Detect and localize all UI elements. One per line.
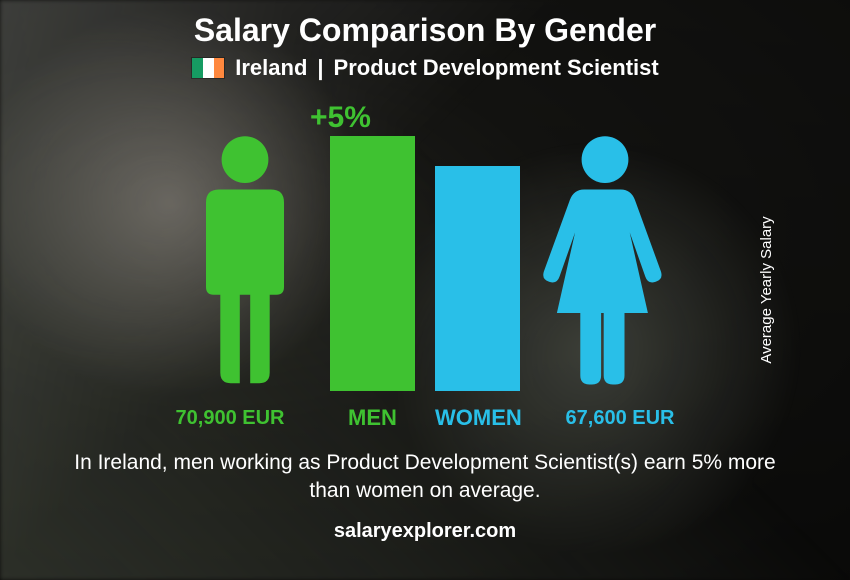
subtitle-row: Ireland | Product Development Scientist (0, 55, 850, 81)
y-axis-label: Average Yearly Salary (758, 216, 775, 363)
flag-icon (191, 57, 225, 79)
summary-text: In Ireland, men working as Product Devel… (60, 449, 790, 506)
women-label: WOMEN (435, 405, 520, 431)
difference-label: +5% (310, 101, 371, 135)
female-figure-icon (540, 131, 670, 391)
subtitle-job: Product Development Scientist (334, 55, 659, 81)
women-bar (435, 166, 520, 391)
site-label: salaryexplorer.com (0, 520, 850, 543)
subtitle-sep: | (317, 55, 323, 81)
male-figure-icon (180, 131, 310, 391)
men-label: MEN (330, 405, 415, 431)
labels-row: 70,900 EUR MEN WOMEN 67,600 EUR (75, 405, 775, 431)
men-bar (330, 136, 415, 391)
chart-area: +5% 70,900 EUR MEN (75, 101, 775, 431)
page-title: Salary Comparison By Gender (0, 0, 850, 49)
women-salary: 67,600 EUR (540, 407, 700, 430)
subtitle-country: Ireland (235, 55, 307, 81)
men-salary: 70,900 EUR (150, 407, 310, 430)
bars-group (180, 131, 670, 391)
